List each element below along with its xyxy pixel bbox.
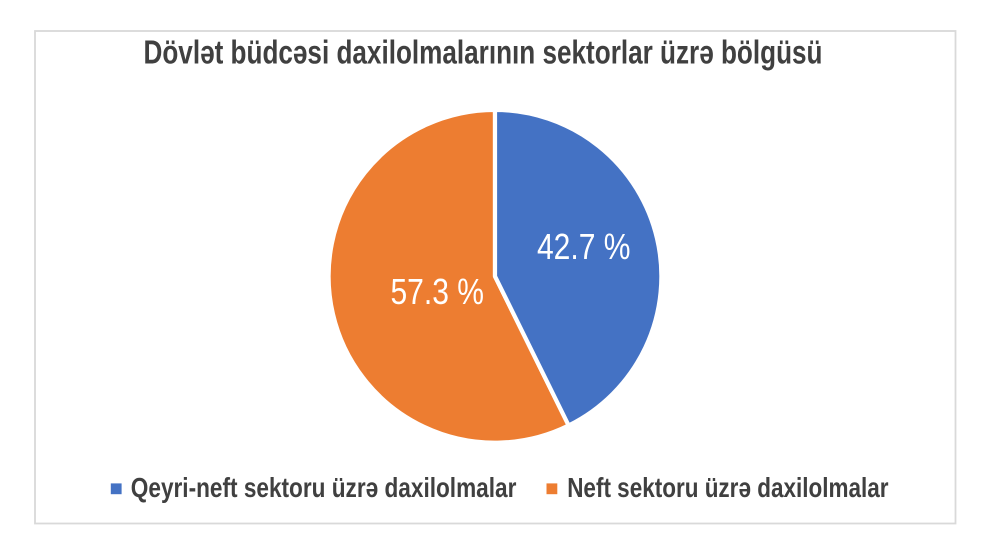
svg-text:57.3 %: 57.3 % — [390, 271, 484, 312]
svg-text:Dövlət büdcəsi daxilolmalarını: Dövlət büdcəsi daxilolmalarının sektorla… — [144, 34, 823, 71]
svg-text:42.7 %: 42.7 % — [537, 226, 631, 267]
svg-text:Qeyri-neft sektoru üzrə daxilo: Qeyri-neft sektoru üzrə daxilolmalar — [131, 472, 517, 503]
svg-text:Neft sektoru üzrə daxilolmalar: Neft sektoru üzrə daxilolmalar — [567, 472, 889, 503]
